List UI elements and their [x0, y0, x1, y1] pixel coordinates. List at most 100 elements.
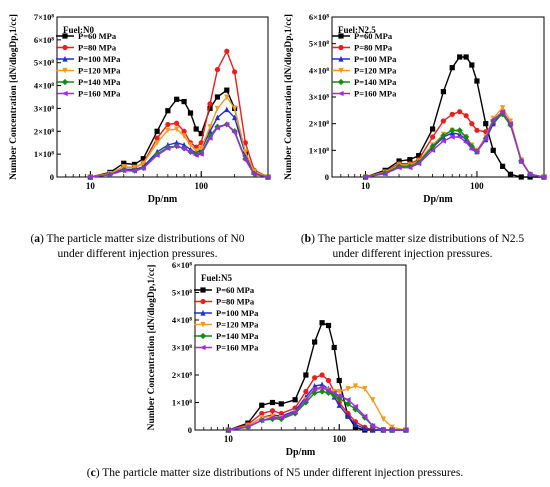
- caption-c-text1: The particle matter size distributions o…: [102, 467, 464, 479]
- data-point: [206, 135, 213, 141]
- data-point: [499, 109, 506, 115]
- legend-item: P=160 MPa: [56, 89, 121, 99]
- data-point: [187, 110, 194, 116]
- data-point: [224, 106, 230, 113]
- y-tick-label: 6×10⁸: [309, 12, 330, 22]
- data-point: [469, 62, 475, 68]
- data-point: [180, 145, 187, 152]
- y-tick-label: 0: [325, 172, 329, 182]
- data-point: [325, 377, 332, 384]
- legend-marker: [338, 44, 344, 51]
- data-point: [174, 96, 180, 102]
- data-point: [416, 153, 422, 159]
- data-point: [518, 174, 524, 180]
- x-axis-label: Dp/nm: [423, 194, 453, 205]
- data-point: [225, 427, 231, 433]
- y-tick-label: 5×10⁸: [309, 39, 330, 49]
- series-line: [365, 106, 545, 178]
- data-point: [344, 400, 352, 407]
- data-point: [352, 424, 359, 430]
- legend-marker: [62, 67, 68, 74]
- data-point: [244, 424, 251, 430]
- legend-marker: [62, 55, 68, 62]
- legend-label: P=60 MPa: [216, 285, 255, 295]
- data-point: [198, 151, 204, 157]
- data-point: [336, 393, 342, 399]
- data-point: [106, 172, 113, 178]
- data-point: [259, 410, 265, 417]
- legend-label: P=140 MPa: [78, 77, 121, 87]
- legend-label: P=80 MPa: [354, 43, 393, 53]
- data-point: [165, 108, 171, 114]
- legend-item: P=100 MPa: [194, 308, 259, 318]
- legend-item: P=80 MPa: [194, 297, 255, 307]
- plot-frame: [56, 16, 269, 178]
- data-point: [369, 423, 376, 429]
- data-point: [389, 427, 395, 433]
- legend-marker: [61, 90, 68, 97]
- data-point: [407, 157, 413, 163]
- caption-b-text1: The particle matter size distributions o…: [317, 233, 525, 245]
- chart-n2-5: 10 100 0 1×10⁸ 2×10⁸ 3×10⁸ 4×10⁸ 5×10⁸ 6×10⁸ Dp/n…: [284, 12, 548, 205]
- series-120mpa: [362, 105, 547, 181]
- data-point: [232, 114, 238, 121]
- data-point: [181, 98, 187, 105]
- data-point: [345, 386, 351, 392]
- data-point: [429, 147, 436, 153]
- chart-n5: 10 100 0 1×10⁸ 2×10⁸ 3×10⁸ 4×10⁸ 5×10⁸ 6×10⁸ Dp/n…: [147, 260, 410, 458]
- y-tick-label: 1×10⁸: [34, 149, 55, 159]
- data-point: [507, 171, 514, 177]
- data-point: [214, 114, 221, 121]
- caption-b-label: b: [304, 233, 312, 245]
- data-point: [449, 127, 456, 134]
- data-point: [469, 121, 475, 127]
- legend-item: P=160 MPa: [194, 343, 259, 353]
- legend-item: P=60 MPa: [194, 285, 255, 295]
- y-tick-label: 2×10⁸: [34, 126, 55, 136]
- data-point: [331, 390, 337, 396]
- legend-item: P=80 MPa: [56, 43, 117, 53]
- data-point: [269, 399, 276, 406]
- data-point: [223, 121, 230, 128]
- data-point: [140, 160, 146, 167]
- legend-item: P=100 MPa: [56, 54, 121, 64]
- data-point: [474, 127, 480, 133]
- data-point: [173, 143, 180, 149]
- data-point: [164, 145, 171, 152]
- data-point: [87, 174, 93, 180]
- data-point: [319, 320, 325, 326]
- data-point: [440, 138, 446, 144]
- data-point: [131, 168, 138, 174]
- data-point: [214, 66, 221, 73]
- data-point: [526, 171, 533, 177]
- data-point: [121, 164, 127, 170]
- data-point: [231, 129, 238, 136]
- x-tick-label: 10: [86, 181, 96, 191]
- y-tick-label: 1×10⁸: [309, 145, 330, 155]
- data-point: [224, 48, 230, 54]
- caption-a-text1: The particle matter size distributions o…: [46, 233, 245, 245]
- data-point: [344, 397, 351, 403]
- legend-item: P=60 MPa: [56, 31, 117, 41]
- data-point: [312, 375, 318, 381]
- data-point: [396, 158, 402, 164]
- y-tick-label: 7×10⁸: [34, 12, 55, 22]
- data-point: [463, 113, 469, 119]
- data-point: [187, 149, 194, 155]
- y-tick-label: 6×10⁸: [172, 260, 193, 270]
- legend-marker: [199, 332, 207, 340]
- y-tick-label: 4×10⁸: [172, 315, 193, 325]
- data-point: [174, 139, 180, 146]
- legend-label: P=80 MPa: [78, 43, 117, 53]
- data-point: [325, 387, 332, 393]
- y-tick-label: 5×10⁸: [172, 288, 193, 298]
- caption-b-text2: under different injection pressures.: [332, 248, 493, 260]
- data-point: [278, 401, 284, 407]
- data-point: [140, 165, 146, 171]
- y-tick-label: 2×10⁸: [172, 370, 193, 380]
- data-point: [540, 174, 547, 180]
- caption-c-label: c: [90, 467, 96, 479]
- x-tick-label: 100: [194, 181, 208, 191]
- caption-a: (a) The particle matter size distributio…: [30, 233, 245, 260]
- data-point: [449, 134, 455, 140]
